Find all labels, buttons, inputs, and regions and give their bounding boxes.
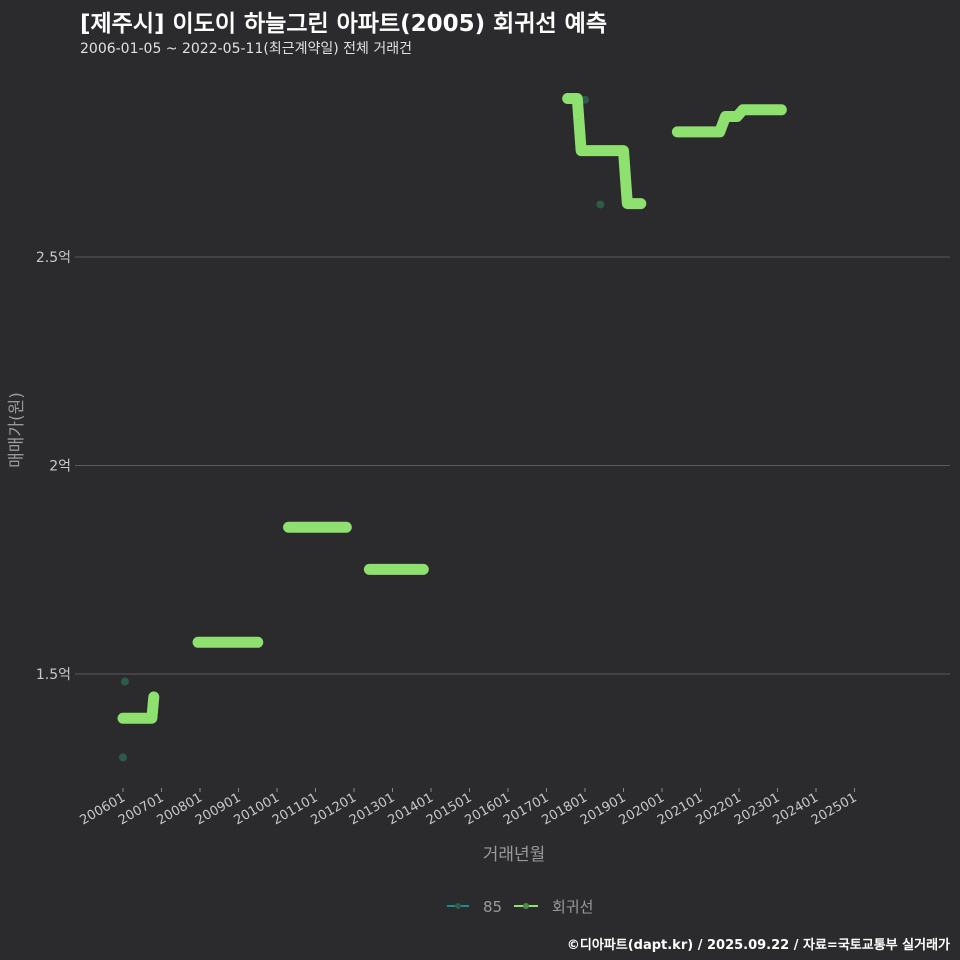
- scatter-point-85: [596, 200, 605, 209]
- regression-line-segment: [117, 691, 160, 724]
- footer-credit: ©디아파트(dapt.kr) / 2025.09.22 / 자료=국토교통부 실…: [566, 938, 950, 953]
- x-axis-title: 거래년월: [483, 845, 546, 865]
- y-tick-label: 2억: [49, 459, 71, 475]
- legend-regression-point-icon: [523, 903, 529, 909]
- regression-line-segment: [562, 93, 647, 210]
- y-axis-title: 매매가(원): [7, 392, 27, 468]
- scatter-point-85: [120, 677, 129, 686]
- chart-title: [제주시] 이도이 하늘그린 아파트(2005) 회귀선 예측: [80, 11, 607, 37]
- legend-85-point-icon: [455, 903, 461, 909]
- y-tick-label: 2.5억: [36, 250, 71, 266]
- legend-regression-label: 회귀선: [552, 898, 593, 916]
- regression-line-segment: [671, 104, 787, 138]
- legend-85-label: 85: [483, 898, 502, 916]
- y-tick-label: 1.5억: [36, 667, 71, 683]
- chart-subtitle: 2006-01-05 ~ 2022-05-11(최근계약일) 전체 거래건: [80, 41, 412, 57]
- scatter-point-85: [119, 753, 127, 762]
